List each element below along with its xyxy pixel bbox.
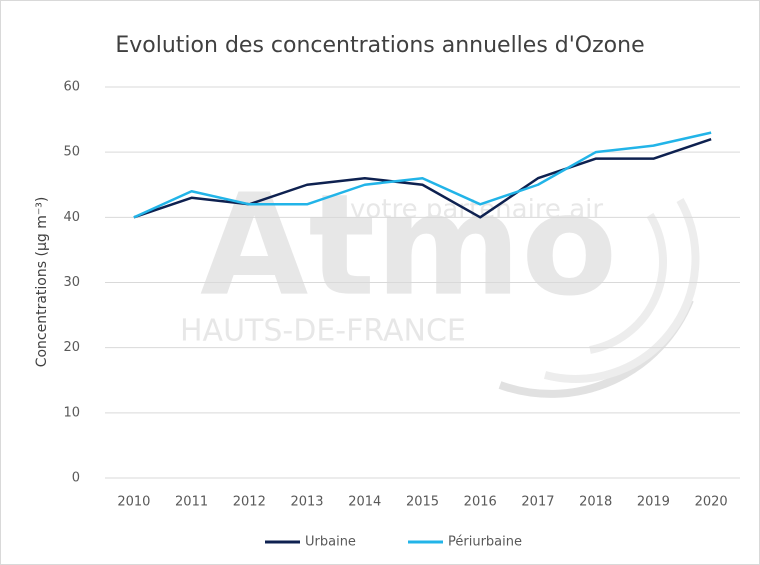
x-tick-label: 2018 [579,495,612,510]
x-tick-label: 2012 [233,495,266,510]
watermark-tagline: votre partenaire air [350,195,603,225]
x-tick-label: 2015 [406,495,439,510]
x-tick-label: 2017 [521,495,554,510]
x-tick-label: 2020 [695,495,728,510]
y-axis-label: Concentrations (µg m⁻³) [34,197,50,368]
x-tick-label: 2011 [175,495,208,510]
y-tick-label: 60 [63,80,80,95]
y-tick-label: 20 [63,340,80,355]
y-tick-label: 50 [63,145,80,160]
x-tick-label: 2014 [348,495,381,510]
watermark-arc [589,212,667,354]
watermark-region: HAUTS-DE-FRANCE [180,314,466,349]
x-tick-label: 2016 [464,495,497,510]
y-tick-label: 0 [72,471,80,486]
x-tick-label: 2010 [117,495,150,510]
x-tick-label: 2013 [290,495,323,510]
x-tick-label: 2019 [637,495,670,510]
y-tick-label: 40 [63,210,80,225]
series-line [133,131,712,219]
chart-title: Evolution des concentrations annuelles d… [115,33,644,58]
series-line [133,137,712,219]
watermark-arc [498,298,694,398]
legend-label: Urbaine [305,535,356,550]
watermark-brand: Atmo [200,165,617,328]
y-tick-label: 10 [63,405,80,420]
watermark: votre partenaire air Atmo HAUTS-DE-FRANC… [180,165,700,398]
legend-label: Périurbaine [448,535,522,550]
watermark-arc [543,198,700,383]
y-tick-label: 30 [63,275,80,290]
